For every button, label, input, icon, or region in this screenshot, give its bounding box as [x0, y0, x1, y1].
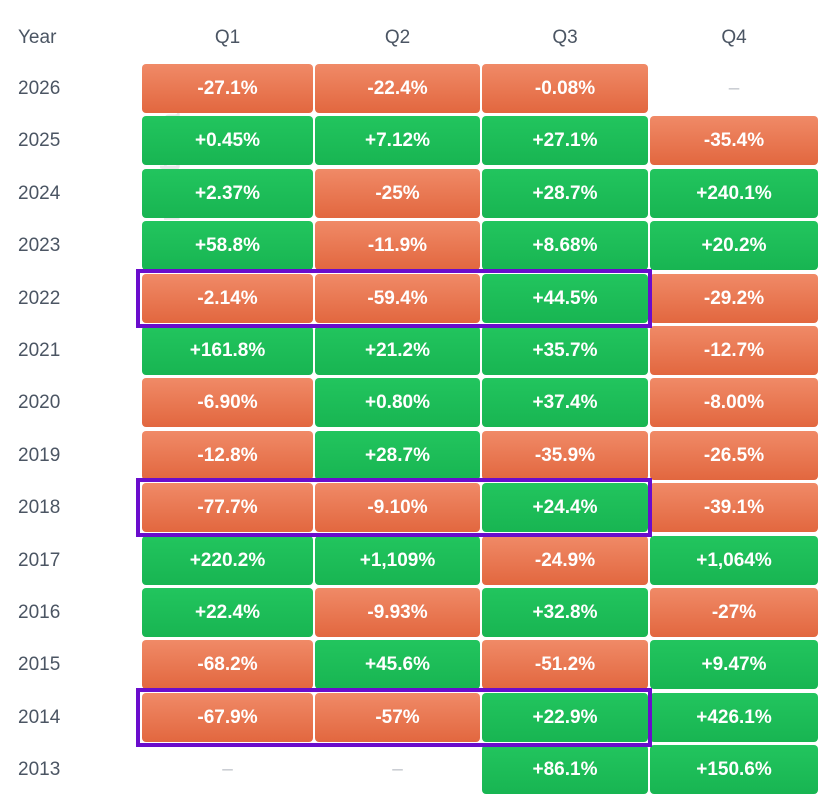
return-cell-2017-q1: +220.2%	[142, 536, 313, 585]
return-cell-2025-q3: +27.1%	[482, 116, 648, 165]
quarter-header-q1: Q1	[214, 27, 241, 48]
return-cell-2019-q4: -26.5%	[650, 431, 818, 480]
return-cell-2017-q3: -24.9%	[482, 536, 648, 585]
quarter-header-q3: Q3	[552, 27, 578, 48]
return-cell-2022-q3: +44.5%	[482, 274, 648, 323]
return-cell-2025-q4: -35.4%	[650, 116, 818, 165]
return-cell-2018-q4: -39.1%	[650, 483, 818, 532]
return-cell-2013-q2: –	[392, 759, 403, 780]
year-label: 2020	[18, 392, 61, 413]
year-label: 2015	[18, 654, 61, 675]
year-label: 2014	[18, 707, 61, 728]
return-cell-2015-q2: +45.6%	[315, 640, 480, 689]
return-cell-2025-q1: +0.45%	[142, 116, 313, 165]
return-cell-2017-q4: +1,064%	[650, 536, 818, 585]
return-cell-2014-q1: -67.9%	[142, 693, 313, 742]
return-cell-2020-q2: +0.80%	[315, 378, 480, 427]
quarter-header-q4: Q4	[721, 27, 747, 48]
year-label: 2013	[18, 759, 61, 780]
return-cell-2026-q3: -0.08%	[482, 64, 648, 113]
return-cell-2013-q1: –	[222, 759, 233, 780]
return-cell-2019-q1: -12.8%	[142, 431, 313, 480]
year-label: 2017	[18, 550, 61, 571]
return-cell-2024-q4: +240.1%	[650, 169, 818, 218]
year-label: 2021	[18, 340, 61, 361]
quarter-header-q2: Q2	[384, 27, 411, 48]
return-cell-2022-q1: -2.14%	[142, 274, 313, 323]
return-cell-2018-q3: +24.4%	[482, 483, 648, 532]
year-label: 2024	[18, 183, 61, 204]
return-cell-2013-q3: +86.1%	[482, 745, 648, 794]
year-label: 2018	[18, 497, 61, 518]
year-label: 2025	[18, 130, 61, 151]
return-cell-2017-q2: +1,109%	[315, 536, 480, 585]
return-cell-2023-q4: +20.2%	[650, 221, 818, 270]
return-cell-2026-q4: –	[728, 78, 740, 99]
return-cell-2016-q4: -27%	[650, 588, 818, 637]
year-label: 2022	[18, 288, 61, 309]
return-cell-2016-q3: +32.8%	[482, 588, 648, 637]
year-label: 2023	[18, 235, 61, 256]
return-cell-2019-q3: -35.9%	[482, 431, 648, 480]
return-cell-2026-q1: -27.1%	[142, 64, 313, 113]
return-cell-2021-q2: +21.2%	[315, 326, 480, 375]
return-cell-2020-q1: -6.90%	[142, 378, 313, 427]
return-cell-2021-q1: +161.8%	[142, 326, 313, 375]
return-cell-2023-q1: +58.8%	[142, 221, 313, 270]
return-cell-2015-q4: +9.47%	[650, 640, 818, 689]
return-cell-2020-q3: +37.4%	[482, 378, 648, 427]
return-cell-2021-q3: +35.7%	[482, 326, 648, 375]
return-cell-2024-q2: -25%	[315, 169, 480, 218]
return-cell-2014-q3: +22.9%	[482, 693, 648, 742]
return-cell-2014-q4: +426.1%	[650, 693, 818, 742]
return-cell-2014-q2: -57%	[315, 693, 480, 742]
return-cell-2015-q3: -51.2%	[482, 640, 648, 689]
return-cell-2025-q2: +7.12%	[315, 116, 480, 165]
return-cell-2019-q2: +28.7%	[315, 431, 480, 480]
return-cell-2024-q3: +28.7%	[482, 169, 648, 218]
return-cell-2018-q2: -9.10%	[315, 483, 480, 532]
return-cell-2023-q3: +8.68%	[482, 221, 648, 270]
return-cell-2021-q4: -12.7%	[650, 326, 818, 375]
year-label: 2019	[18, 445, 61, 466]
return-cell-2022-q2: -59.4%	[315, 274, 480, 323]
return-cell-2013-q4: +150.6%	[650, 745, 818, 794]
return-cell-2015-q1: -68.2%	[142, 640, 313, 689]
return-cell-2016-q2: -9.93%	[315, 588, 480, 637]
return-cell-2020-q4: -8.00%	[650, 378, 818, 427]
return-cell-2026-q2: -22.4%	[315, 64, 480, 113]
year-label: 2026	[18, 78, 61, 99]
return-cell-2016-q1: +22.4%	[142, 588, 313, 637]
return-cell-2018-q1: -77.7%	[142, 483, 313, 532]
return-cell-2024-q1: +2.37%	[142, 169, 313, 218]
year-label: 2016	[18, 602, 61, 623]
return-cell-2022-q4: -29.2%	[650, 274, 818, 323]
year-column-header: Year	[18, 27, 57, 48]
return-cell-2023-q2: -11.9%	[315, 221, 480, 270]
